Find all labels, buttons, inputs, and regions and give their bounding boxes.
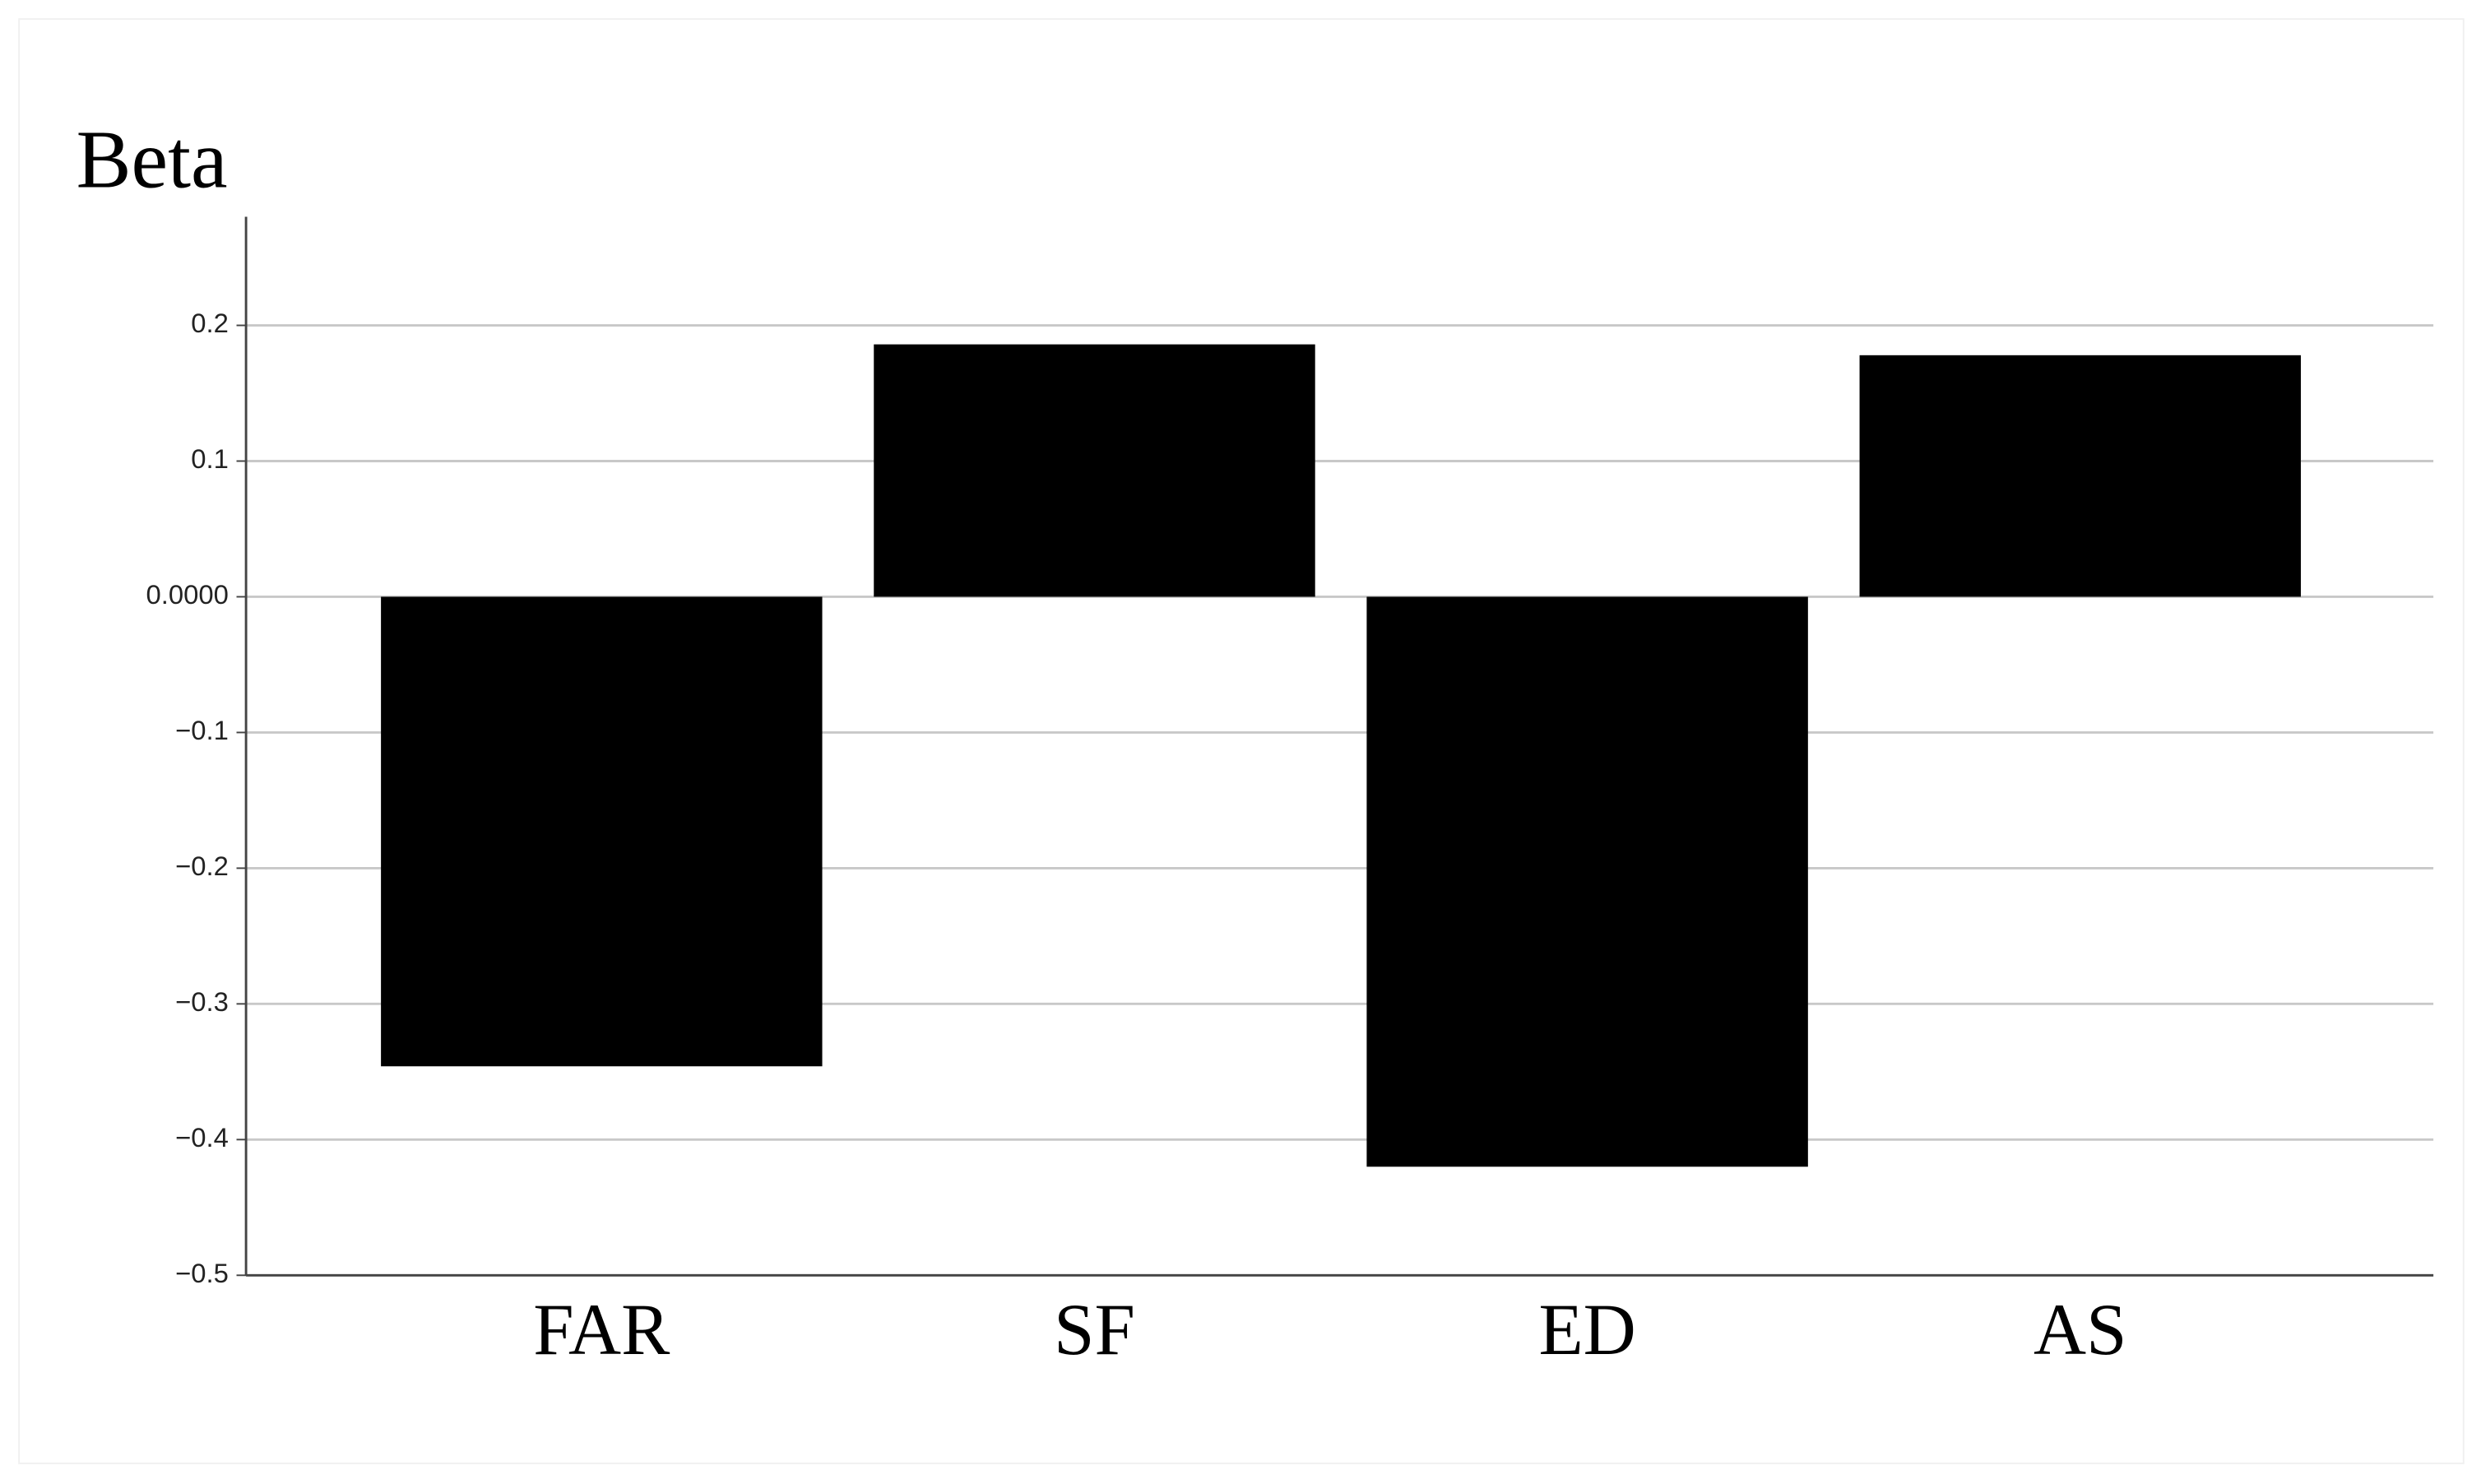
bar [381,596,823,1067]
y-tick-label: −0.4 [175,1122,229,1152]
x-tick-label: AS [2033,1290,2126,1370]
y-tick-label: −0.3 [175,986,229,1017]
bar [1366,596,1808,1167]
frame [18,18,2465,1464]
chart-title: Beta [77,114,228,206]
y-tick-label: 0.1 [191,443,229,474]
y-tick-label: −0.1 [175,715,229,745]
y-tick-label: −0.5 [175,1258,229,1288]
x-tick-label: ED [1538,1290,1635,1370]
y-tick-label: 0.0000 [146,579,229,610]
y-tick-label: 0.2 [191,308,229,338]
bar [1859,355,2301,597]
y-tick-label: −0.2 [175,851,229,881]
bar [874,344,1315,597]
x-tick-label: FAR [533,1290,670,1370]
x-tick-label: SF [1054,1290,1135,1370]
